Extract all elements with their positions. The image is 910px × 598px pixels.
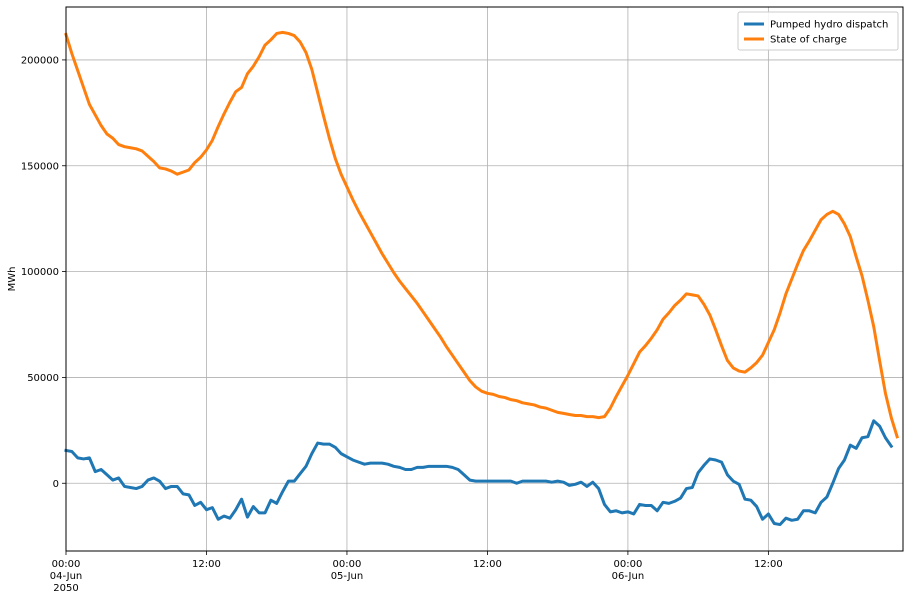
series-lines [64, 30, 900, 527]
y-axis-label: MWh [7, 267, 18, 292]
legend: Pumped hydro dispatch State of charge [737, 11, 899, 51]
y-tick-label: 100000 [21, 267, 59, 278]
legend-label: State of charge [770, 35, 847, 46]
x-tick-label: 00:00 05-Jun [331, 559, 364, 582]
x-tick-label-line: 12:00 [473, 559, 502, 570]
plot-frame [65, 6, 904, 552]
x-tick-label: 00:00 06-Jun [612, 559, 645, 582]
x-tick-label: 12:00 [473, 559, 502, 570]
legend-label: Pumped hydro dispatch [770, 20, 888, 31]
y-tick-label: 150000 [21, 161, 59, 172]
y-tick-label: 50000 [27, 373, 59, 384]
series-line-1 [64, 30, 900, 439]
legend-box [737, 11, 899, 51]
x-tick-label: 12:00 [192, 559, 221, 570]
x-tick-label: 12:00 [754, 559, 783, 570]
y-tick-label: 200000 [21, 55, 59, 66]
x-tick-label-line: 2050 [53, 583, 78, 594]
x-tick-label-line: 00:00 [52, 559, 81, 570]
x-tick-label-line: 04-Jun [50, 571, 83, 582]
x-tick-label-line: 12:00 [192, 559, 221, 570]
x-tick-label-line: 06-Jun [612, 571, 645, 582]
x-tick-label-line: 12:00 [754, 559, 783, 570]
series-line-0 [64, 419, 894, 527]
y-tick-label: 0 [53, 479, 59, 490]
x-tick-label-line: 05-Jun [331, 571, 364, 582]
x-tick-label: 00:00 04-Jun 2050 [50, 559, 83, 594]
x-tick-label-line: 00:00 [613, 559, 642, 570]
x-tick-label-line: 00:00 [333, 559, 362, 570]
